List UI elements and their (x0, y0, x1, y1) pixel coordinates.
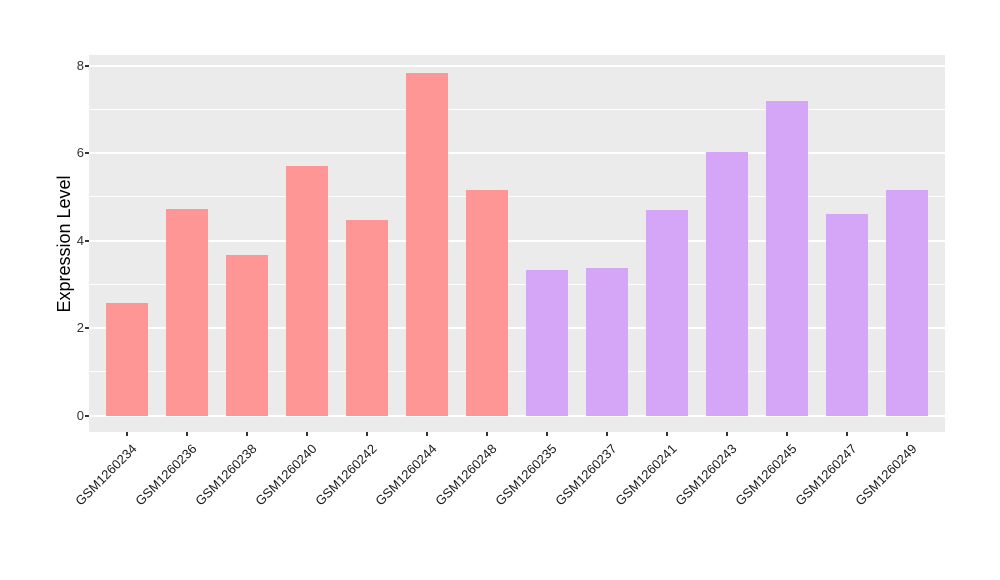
x-tick-mark-GSM1260244 (426, 432, 429, 436)
y-tick-mark-4 (85, 239, 89, 242)
bar-GSM1260249 (886, 189, 929, 416)
x-tick-label-GSM1260245: GSM1260245 (732, 441, 800, 509)
y-tick-mark-2 (85, 327, 89, 330)
bar-GSM1260236 (166, 209, 209, 416)
y-tick-label-6: 6 (76, 145, 84, 161)
x-tick-label-GSM1260249: GSM1260249 (852, 441, 920, 509)
y-tick-mark-8 (85, 64, 89, 67)
x-tick-label-GSM1260234: GSM1260234 (72, 441, 140, 509)
gridline-major-6 (89, 152, 945, 155)
x-tick-label-GSM1260244: GSM1260244 (372, 441, 440, 509)
bar-GSM1260237 (586, 268, 629, 416)
bar-GSM1260240 (286, 166, 329, 416)
bar-GSM1260244 (406, 73, 449, 416)
y-tick-label-4: 4 (76, 232, 84, 248)
x-tick-label-GSM1260236: GSM1260236 (132, 441, 200, 509)
gridline-major-4 (89, 239, 945, 242)
y-tick-mark-0 (85, 414, 89, 417)
x-tick-mark-GSM1260238 (246, 432, 249, 436)
x-tick-label-GSM1260238: GSM1260238 (192, 441, 260, 509)
x-tick-label-GSM1260247: GSM1260247 (792, 441, 860, 509)
y-tick-label-0: 0 (76, 407, 84, 423)
plot-panel (89, 55, 945, 432)
bar-GSM1260235 (526, 270, 569, 416)
x-tick-mark-GSM1260249 (906, 432, 909, 436)
y-tick-label-8: 8 (76, 57, 84, 73)
x-tick-label-GSM1260242: GSM1260242 (312, 441, 380, 509)
x-tick-mark-GSM1260247 (846, 432, 849, 436)
x-tick-label-GSM1260235: GSM1260235 (492, 441, 560, 509)
x-tick-mark-GSM1260243 (726, 432, 729, 436)
gridline-major-2 (89, 327, 945, 330)
gridline-minor-1 (89, 371, 945, 373)
gridline-minor-3 (89, 283, 945, 285)
x-tick-mark-GSM1260240 (306, 432, 309, 436)
bar-GSM1260234 (106, 302, 149, 416)
gridline-major-8 (89, 64, 945, 67)
bar-GSM1260238 (226, 255, 269, 416)
x-tick-mark-GSM1260245 (786, 432, 789, 436)
bar-GSM1260247 (826, 214, 869, 416)
gridline-major-0 (89, 414, 945, 417)
x-tick-label-GSM1260237: GSM1260237 (552, 441, 620, 509)
bar-GSM1260243 (706, 152, 749, 416)
x-tick-mark-GSM1260241 (666, 432, 669, 436)
bar-GSM1260242 (346, 219, 389, 416)
bar-GSM1260241 (646, 210, 689, 416)
x-tick-mark-GSM1260235 (546, 432, 549, 436)
x-tick-label-GSM1260243: GSM1260243 (672, 441, 740, 509)
y-tick-label-2: 2 (76, 320, 84, 336)
x-tick-mark-GSM1260234 (126, 432, 129, 436)
x-tick-mark-GSM1260242 (366, 432, 369, 436)
gridline-minor-7 (89, 108, 945, 110)
x-tick-label-GSM1260241: GSM1260241 (612, 441, 680, 509)
gridline-minor-5 (89, 196, 945, 198)
x-tick-label-GSM1260248: GSM1260248 (432, 441, 500, 509)
x-tick-label-GSM1260240: GSM1260240 (252, 441, 320, 509)
x-tick-mark-GSM1260248 (486, 432, 489, 436)
bar-GSM1260245 (766, 101, 809, 416)
y-tick-mark-6 (85, 152, 89, 155)
bar-GSM1260248 (466, 190, 509, 416)
x-tick-mark-GSM1260236 (186, 432, 189, 436)
x-tick-mark-GSM1260237 (606, 432, 609, 436)
